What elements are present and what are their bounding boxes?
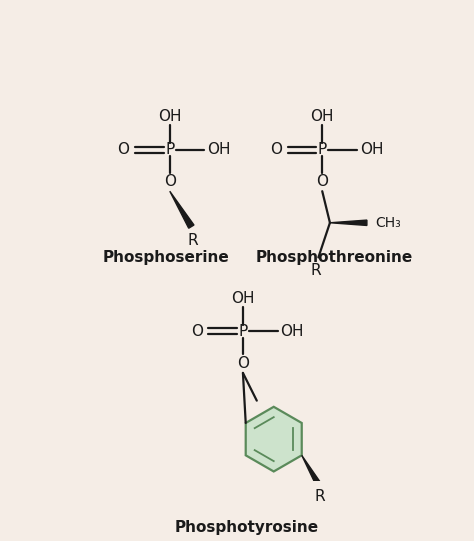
Text: R: R bbox=[315, 490, 326, 504]
Text: O: O bbox=[164, 174, 176, 189]
Text: R: R bbox=[188, 233, 198, 248]
Text: O: O bbox=[237, 356, 249, 371]
Text: OH: OH bbox=[231, 291, 255, 306]
Text: O: O bbox=[270, 142, 282, 157]
Text: OH: OH bbox=[360, 142, 383, 157]
Polygon shape bbox=[246, 407, 302, 471]
Text: OH: OH bbox=[158, 109, 182, 124]
Text: Phosphothreonine: Phosphothreonine bbox=[255, 250, 412, 265]
Text: R: R bbox=[311, 263, 321, 278]
Text: P: P bbox=[318, 142, 327, 157]
Text: P: P bbox=[238, 324, 247, 339]
Text: Phosphotyrosine: Phosphotyrosine bbox=[175, 520, 319, 535]
Text: O: O bbox=[316, 174, 328, 189]
Text: OH: OH bbox=[281, 324, 304, 339]
Text: O: O bbox=[118, 142, 129, 157]
Text: O: O bbox=[191, 324, 203, 339]
Text: OH: OH bbox=[310, 109, 334, 124]
Text: OH: OH bbox=[207, 142, 231, 157]
Polygon shape bbox=[302, 456, 321, 486]
Polygon shape bbox=[330, 220, 367, 226]
Text: Phosphoserine: Phosphoserine bbox=[102, 250, 229, 265]
Text: P: P bbox=[165, 142, 174, 157]
Text: CH₃: CH₃ bbox=[375, 216, 401, 230]
Polygon shape bbox=[170, 191, 194, 228]
